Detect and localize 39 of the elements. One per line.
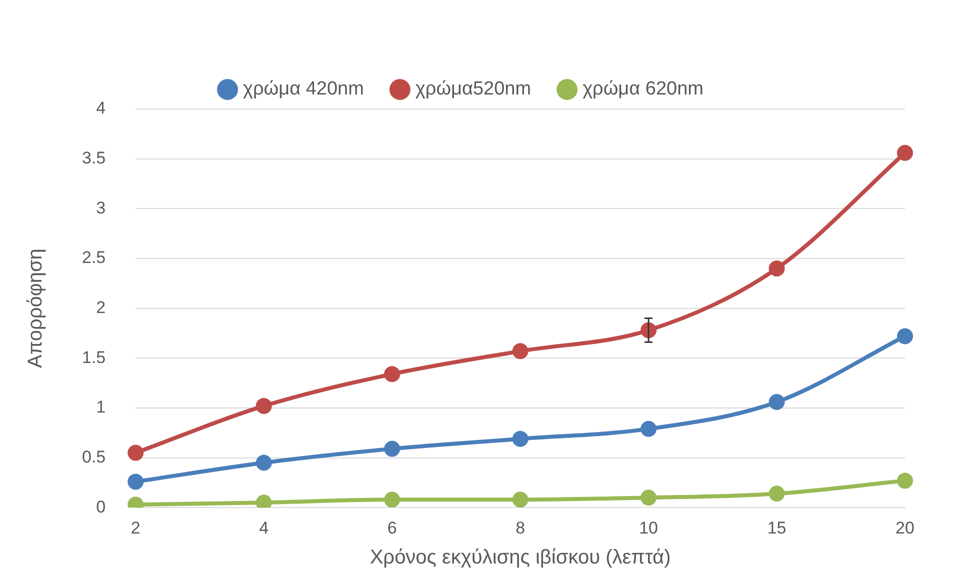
y-tick-label: 3	[96, 198, 106, 218]
point	[128, 444, 144, 461]
point	[897, 328, 913, 344]
x-tick-label: 2	[130, 518, 140, 538]
point	[512, 430, 528, 447]
x-tick-label: 8	[516, 518, 526, 538]
x-tick-label: 15	[767, 518, 786, 538]
y-tick-label: 1.5	[82, 348, 106, 367]
y-tick-label: 0	[96, 497, 106, 516]
point	[256, 398, 272, 414]
point	[384, 366, 400, 382]
point	[768, 394, 785, 410]
point	[384, 492, 400, 508]
y-tick-label: 4	[96, 98, 106, 118]
point	[640, 420, 657, 437]
y-tick-label: 0.5	[82, 447, 106, 466]
y-axis-title: Απορρόφηση	[24, 248, 47, 368]
legend-label: χρώμα520nm	[415, 78, 532, 100]
point	[384, 440, 400, 457]
point	[512, 492, 528, 508]
y-tick-label: 3.5	[82, 148, 106, 168]
y-tick-label: 2	[96, 298, 106, 317]
x-tick-label: 6	[387, 518, 397, 538]
point	[512, 343, 528, 360]
legend-label: χρώμα 420nm	[243, 78, 364, 100]
point	[768, 486, 785, 502]
point	[640, 490, 657, 506]
point	[897, 472, 913, 489]
x-tick-label: 10	[639, 518, 658, 538]
point	[256, 454, 272, 471]
y-tick-label: 2.5	[82, 248, 106, 268]
legend-label: χρώμα 620nm	[582, 78, 704, 100]
point	[768, 260, 785, 276]
y-tick-label: 1	[96, 398, 106, 417]
x-axis-title: Χρόνος εκχύλισης ιβίσκου (λεπτά)	[370, 546, 671, 569]
point	[897, 144, 913, 161]
x-tick-label: 4	[259, 518, 269, 538]
x-tick-label: 20	[896, 518, 914, 538]
point	[128, 474, 144, 490]
